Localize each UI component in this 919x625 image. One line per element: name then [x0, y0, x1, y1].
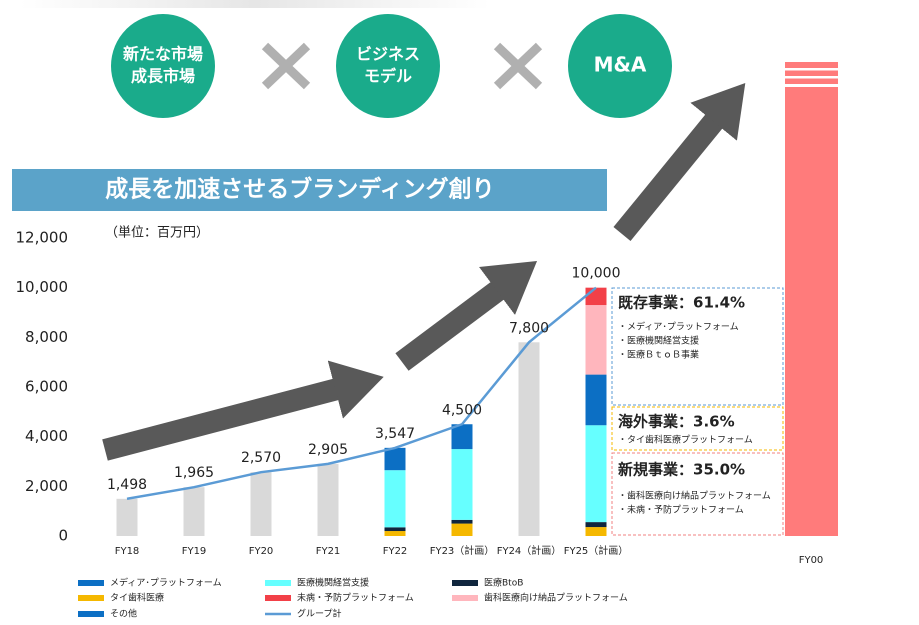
legend-label: メディア･プラットフォーム: [110, 577, 222, 589]
legend-label: タイ歯科医療: [110, 592, 164, 604]
y-tick-label: 0: [58, 527, 68, 545]
far-bar-stripe: [785, 76, 838, 79]
x-tick-label: FY23（計画）: [430, 544, 495, 557]
legend-label: 歯科医療向け納品プラットフォーム: [484, 592, 628, 604]
segment-box: [611, 452, 784, 536]
legend-swatch: [265, 580, 291, 586]
circle-text: 新たな市場: [123, 45, 203, 64]
box-item: ・未病・予防プラットフォーム: [618, 504, 744, 516]
total-bar: [183, 487, 205, 536]
circle-text: 成長市場: [131, 67, 195, 86]
x-tick-label: FY24（計画）: [497, 544, 562, 557]
header-circle: [568, 14, 672, 118]
box-item: ・メディア･プラットフォーム: [618, 321, 739, 333]
bar-segment: [451, 519, 473, 524]
x-tick-label: FY00: [799, 555, 824, 566]
cross-marks: [261, 42, 543, 90]
data-label: 7,800: [509, 320, 549, 336]
far-bar: [785, 62, 838, 536]
data-label: 1,498: [107, 477, 147, 493]
data-label: 2,905: [308, 442, 348, 458]
bar-segment: [384, 527, 406, 532]
far-bar-stripe: [785, 68, 838, 71]
segment-box: [611, 287, 784, 406]
header-circle: [111, 14, 215, 118]
total-bar: [518, 342, 540, 536]
circle-text: M&A: [594, 53, 647, 77]
box-item: ・医療機関経営支援: [618, 335, 699, 347]
banner: [12, 169, 607, 211]
growth-arrows: [102, 83, 746, 461]
bar-segment: [585, 287, 607, 306]
total-line: [126, 286, 597, 501]
bar-segment: [585, 425, 607, 523]
far-bar-stripe: [785, 84, 838, 87]
box-heading: 新規事業：35.0%: [618, 461, 745, 479]
segment-box: [611, 406, 784, 451]
total-bar: [317, 463, 339, 536]
data-label: 1,965: [174, 465, 214, 481]
legend-label: 医療機関経営支援: [297, 577, 369, 589]
total-bar: [250, 472, 272, 536]
header-circle: [336, 14, 440, 118]
box-item: ・タイ歯科医療プラットフォーム: [618, 434, 753, 446]
bar-segment: [384, 447, 406, 471]
data-label: 2,570: [241, 450, 281, 466]
bar-segment: [451, 523, 473, 536]
legend-swatch: [78, 611, 104, 617]
y-tick-label: 8,000: [25, 328, 68, 346]
box-heading: 既存事業：61.4%: [618, 294, 745, 312]
data-label: 10,000: [572, 266, 621, 282]
bar-segment: [451, 449, 473, 520]
x-tick-label: FY20: [249, 546, 274, 557]
bar-segment: [384, 470, 406, 528]
legend-label: 医療BtoB: [484, 577, 523, 589]
bar-segment: [384, 531, 406, 536]
box-heading: 海外事業：3.6%: [618, 413, 735, 431]
x-tick-label: FY22: [383, 546, 408, 557]
bar-segment: [585, 305, 607, 375]
y-tick-label: 10,000: [16, 278, 69, 296]
box-item: ・歯科医療向け納品プラットフォーム: [618, 490, 771, 502]
legend-label: その他: [110, 608, 137, 620]
total-bar: [116, 498, 138, 536]
circle-text: モデル: [364, 67, 412, 86]
unit-label: （単位：百万円）: [105, 225, 209, 241]
x-tick-label: FY25（計画）: [564, 544, 629, 557]
circle-text: ビジネス: [356, 45, 420, 64]
legend-label: グループ計: [297, 608, 341, 620]
box-item: ・医療ＢｔｏＢ事業: [618, 349, 699, 361]
top-strip: [20, 0, 490, 8]
legend-swatch: [452, 595, 478, 601]
x-tick-label: FY19: [182, 546, 207, 557]
data-label: 4,500: [442, 402, 482, 418]
legend-label: 未病・予防プラットフォーム: [297, 592, 414, 604]
legend-swatch: [78, 580, 104, 586]
x-tick-label: FY21: [316, 546, 341, 557]
legend-swatch: [265, 595, 291, 601]
legend-swatch: [78, 595, 104, 601]
data-label: 3,547: [375, 426, 415, 442]
x-tick-label: FY18: [115, 546, 140, 557]
bar-segment: [585, 522, 607, 528]
banner-text: 成長を加速させるブランディング創り: [105, 176, 494, 203]
bar-segment: [451, 424, 473, 450]
legend-swatch: [452, 580, 478, 586]
y-tick-label: 2,000: [25, 477, 68, 495]
bar-segment: [585, 374, 607, 426]
y-tick-label: 6,000: [25, 378, 68, 396]
y-tick-label: 12,000: [16, 229, 69, 247]
bar-segment: [585, 527, 607, 536]
y-tick-label: 4,000: [25, 427, 68, 445]
